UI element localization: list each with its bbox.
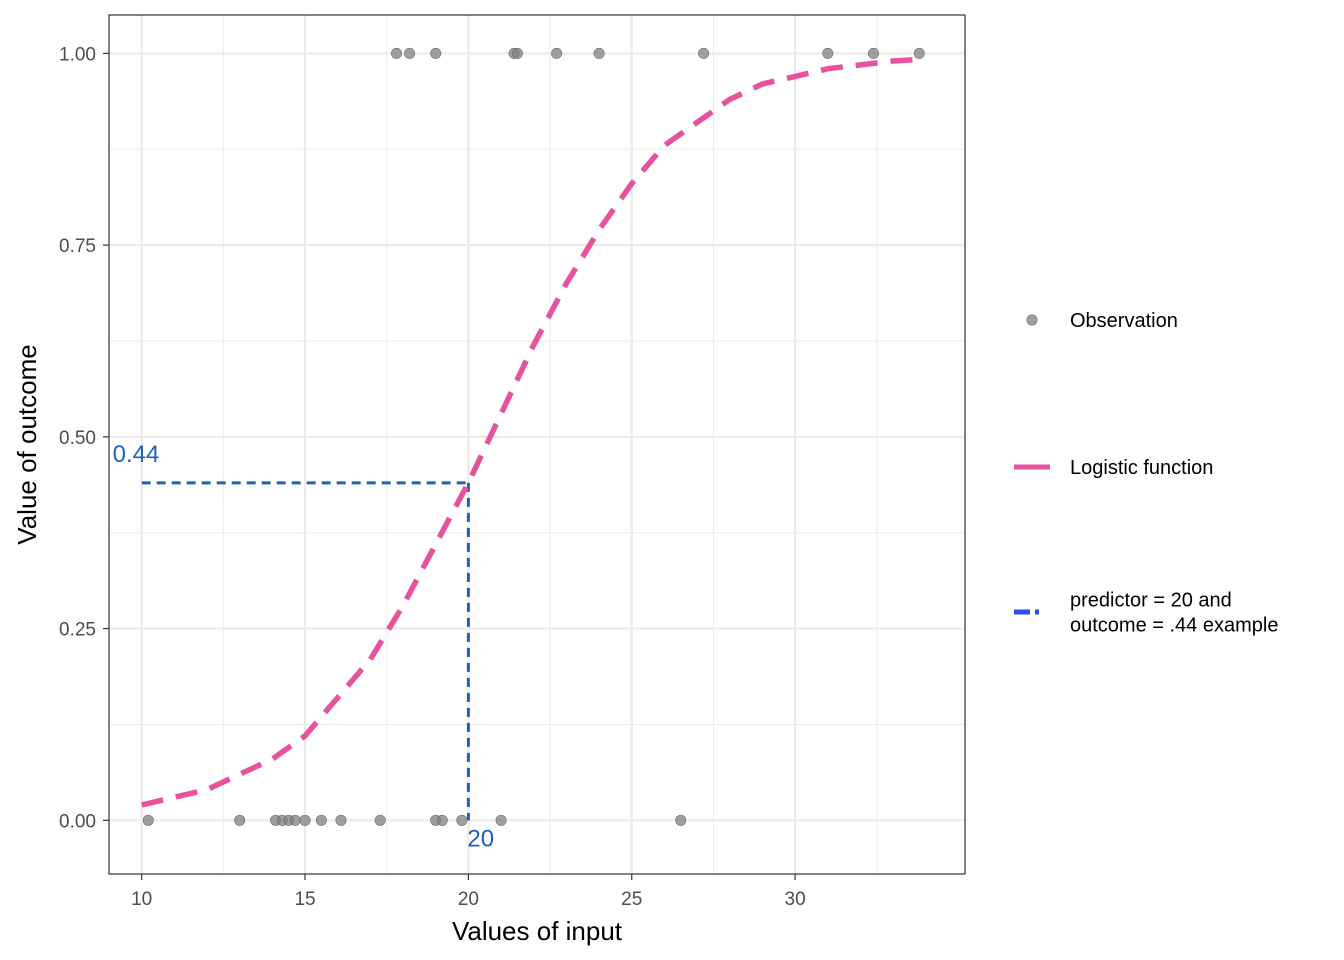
legend-label: predictor = 20 and: [1070, 590, 1232, 612]
observation-point: [430, 47, 442, 59]
observation-point: [404, 47, 416, 59]
observation-point: [495, 814, 507, 826]
observation-point: [142, 814, 154, 826]
logistic-curve: [141, 56, 920, 808]
observation-point: [868, 47, 880, 59]
annotation-predictor-value: 20: [467, 825, 494, 852]
x-tick-label: 25: [621, 889, 642, 910]
observation-point: [289, 814, 301, 826]
x-tick-label: 10: [131, 889, 152, 910]
observation-point: [913, 47, 925, 59]
legend-item: predictor = 20 and outcome = .44 example: [1014, 590, 1278, 637]
observation-point: [315, 814, 327, 826]
y-tick-label: 1.00: [59, 44, 96, 65]
y-tick-label: 0.75: [59, 236, 96, 257]
observation-point: [593, 47, 605, 59]
example-reference-lines: [141, 481, 470, 821]
observation-point: [391, 47, 403, 59]
grid: [109, 15, 965, 874]
observation-point: [511, 47, 523, 59]
x-tick-label: 30: [785, 889, 806, 910]
observation-point: [551, 47, 563, 59]
observation-point: [374, 814, 386, 826]
x-tick-label: 15: [294, 889, 315, 910]
legend-key-point: [1026, 314, 1038, 326]
legend-item: Observation: [1026, 310, 1178, 332]
panel-border: [108, 14, 966, 875]
y-tick-label: 0.50: [59, 428, 96, 449]
observation-point: [675, 814, 687, 826]
x-axis-title: Values of input: [452, 916, 623, 946]
y-axis-title: Value of outcome: [12, 344, 42, 544]
legend: Observation Logistic function predictor = …: [1014, 310, 1278, 637]
y-tick-label: 0.00: [59, 811, 96, 832]
annotation-outcome-value: 0.44: [113, 441, 160, 468]
y-tick-label: 0.25: [59, 620, 96, 641]
axes: 10 15 20 25 30 0.00 0.25 0.50 0.75 1.00: [59, 44, 806, 910]
observation-point: [299, 814, 311, 826]
logistic-curve-layer: [141, 56, 920, 808]
observation-point: [335, 814, 347, 826]
observation-points: [142, 47, 925, 826]
legend-label: Observation: [1070, 310, 1178, 332]
observation-point: [822, 47, 834, 59]
observation-point: [234, 814, 246, 826]
observation-point: [436, 814, 448, 826]
legend-item: Logistic function: [1014, 457, 1213, 479]
observation-point: [456, 814, 468, 826]
x-tick-label: 20: [458, 889, 479, 910]
observation-point: [698, 47, 710, 59]
legend-label: Logistic function: [1070, 457, 1213, 479]
legend-label: outcome = .44 example: [1070, 615, 1278, 637]
annotations: 0.44 20: [113, 441, 494, 852]
